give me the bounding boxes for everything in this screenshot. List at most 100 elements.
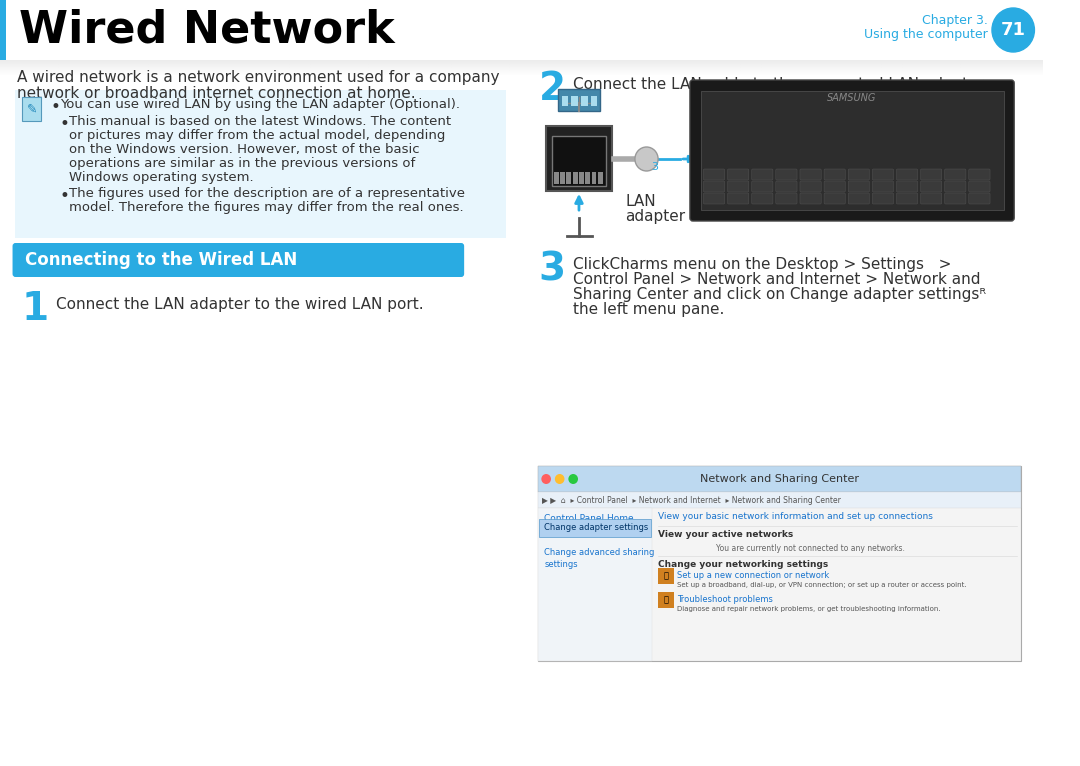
Text: 🔗: 🔗 <box>663 571 669 581</box>
Circle shape <box>568 474 578 484</box>
FancyBboxPatch shape <box>824 181 846 192</box>
Text: 71: 71 <box>1001 21 1026 39</box>
FancyBboxPatch shape <box>945 193 966 204</box>
Text: Sharing Center and click on Change adapter settingsᴿ: Sharing Center and click on Change adapt… <box>573 287 986 302</box>
FancyBboxPatch shape <box>728 169 748 180</box>
Text: operations are similar as in the previous versions of: operations are similar as in the previou… <box>69 157 416 170</box>
Text: Change your networking settings: Change your networking settings <box>658 560 828 569</box>
FancyBboxPatch shape <box>552 136 606 186</box>
FancyBboxPatch shape <box>546 126 611 191</box>
FancyBboxPatch shape <box>848 181 869 192</box>
FancyBboxPatch shape <box>23 97 41 121</box>
Text: Connecting to the Wired LAN: Connecting to the Wired LAN <box>25 251 297 269</box>
FancyBboxPatch shape <box>701 91 1003 210</box>
FancyBboxPatch shape <box>703 169 725 180</box>
Text: ✎: ✎ <box>27 103 37 116</box>
FancyBboxPatch shape <box>896 181 918 192</box>
FancyBboxPatch shape <box>775 181 797 192</box>
FancyBboxPatch shape <box>896 169 918 180</box>
FancyBboxPatch shape <box>969 181 990 192</box>
Text: LAN: LAN <box>625 194 656 209</box>
Circle shape <box>541 474 551 484</box>
FancyBboxPatch shape <box>539 519 651 537</box>
Circle shape <box>635 147 658 171</box>
Text: Using the computer: Using the computer <box>864 28 988 41</box>
FancyBboxPatch shape <box>752 181 773 192</box>
Text: model. Therefore the ﬁgures may diﬀer from the real ones.: model. Therefore the ﬁgures may diﬀer fr… <box>69 201 464 214</box>
FancyBboxPatch shape <box>824 193 846 204</box>
Text: Change advanced sharing: Change advanced sharing <box>544 548 654 557</box>
FancyBboxPatch shape <box>848 169 869 180</box>
Text: Set up a broadband, dial-up, or VPN connection; or set up a router or access poi: Set up a broadband, dial-up, or VPN conn… <box>677 582 967 588</box>
Text: Windows operating system.: Windows operating system. <box>69 171 254 184</box>
FancyBboxPatch shape <box>800 169 821 180</box>
Text: View your active networks: View your active networks <box>658 530 794 539</box>
FancyBboxPatch shape <box>896 193 918 204</box>
Text: Set up a new connection or network: Set up a new connection or network <box>677 571 829 580</box>
Text: 1: 1 <box>22 290 49 328</box>
Text: the left menu pane.: the left menu pane. <box>573 302 725 317</box>
FancyBboxPatch shape <box>539 466 1021 492</box>
Text: settings: settings <box>544 560 578 569</box>
FancyBboxPatch shape <box>539 508 652 661</box>
FancyBboxPatch shape <box>539 466 1021 661</box>
FancyBboxPatch shape <box>13 243 464 277</box>
FancyBboxPatch shape <box>945 181 966 192</box>
Circle shape <box>991 8 1035 52</box>
Text: A wired network is a network environment used for a company: A wired network is a network environment… <box>17 70 500 85</box>
FancyBboxPatch shape <box>800 193 821 204</box>
Text: •: • <box>59 187 70 205</box>
Text: Control Panel > Network and Internet > Network and: Control Panel > Network and Internet > N… <box>573 272 981 287</box>
FancyBboxPatch shape <box>775 193 797 204</box>
FancyBboxPatch shape <box>0 0 1042 60</box>
FancyBboxPatch shape <box>873 181 893 192</box>
FancyBboxPatch shape <box>775 169 797 180</box>
FancyBboxPatch shape <box>752 193 773 204</box>
Text: 🔧: 🔧 <box>663 595 669 604</box>
Text: Network and Sharing Center: Network and Sharing Center <box>700 474 860 484</box>
Text: You can use wired LAN by using the LAN adapter (Optional).: You can use wired LAN by using the LAN a… <box>59 98 460 111</box>
FancyBboxPatch shape <box>728 193 748 204</box>
Text: 2: 2 <box>539 70 566 108</box>
Text: adapter: adapter <box>625 209 686 224</box>
FancyBboxPatch shape <box>539 492 1021 508</box>
FancyBboxPatch shape <box>658 592 674 608</box>
Text: Control Panel Home: Control Panel Home <box>544 514 634 523</box>
Text: View your basic network information and set up connections: View your basic network information and … <box>658 512 933 521</box>
FancyBboxPatch shape <box>945 169 966 180</box>
Text: ClickCharms menu on the Desktop > Settings   >: ClickCharms menu on the Desktop > Settin… <box>573 257 951 272</box>
Text: •: • <box>50 98 60 116</box>
FancyBboxPatch shape <box>557 89 600 111</box>
FancyBboxPatch shape <box>969 169 990 180</box>
FancyBboxPatch shape <box>561 172 565 184</box>
FancyBboxPatch shape <box>585 172 590 184</box>
Circle shape <box>555 474 565 484</box>
FancyBboxPatch shape <box>562 96 568 106</box>
Text: Connect the LAN cable to the connected LAN adapter.: Connect the LAN cable to the connected L… <box>573 77 988 92</box>
Text: •: • <box>59 115 70 133</box>
Text: Change adapter settings: Change adapter settings <box>544 523 648 532</box>
FancyBboxPatch shape <box>969 193 990 204</box>
FancyBboxPatch shape <box>920 181 942 192</box>
FancyBboxPatch shape <box>800 181 821 192</box>
FancyBboxPatch shape <box>690 80 1014 221</box>
Text: Troubleshoot problems: Troubleshoot problems <box>677 595 773 604</box>
FancyBboxPatch shape <box>658 568 674 584</box>
FancyBboxPatch shape <box>873 193 893 204</box>
Text: network or broadband internet connection at home.: network or broadband internet connection… <box>17 86 416 101</box>
Text: ▶ ▶  ⌂  ▸ Control Panel  ▸ Network and Internet  ▸ Network and Sharing Center: ▶ ▶ ⌂ ▸ Control Panel ▸ Network and Inte… <box>542 496 841 505</box>
FancyBboxPatch shape <box>703 181 725 192</box>
Text: 3: 3 <box>539 250 566 288</box>
FancyBboxPatch shape <box>581 96 588 106</box>
FancyBboxPatch shape <box>554 172 558 184</box>
FancyBboxPatch shape <box>728 181 748 192</box>
FancyBboxPatch shape <box>703 193 725 204</box>
Text: Connect the LAN adapter to the wired LAN port.: Connect the LAN adapter to the wired LAN… <box>56 297 423 312</box>
FancyBboxPatch shape <box>824 169 846 180</box>
FancyBboxPatch shape <box>920 193 942 204</box>
FancyBboxPatch shape <box>591 96 597 106</box>
FancyBboxPatch shape <box>572 172 578 184</box>
Text: on the Windows version. However, most of the basic: on the Windows version. However, most of… <box>69 143 420 156</box>
FancyBboxPatch shape <box>598 172 603 184</box>
Text: Wired Network: Wired Network <box>19 8 395 51</box>
